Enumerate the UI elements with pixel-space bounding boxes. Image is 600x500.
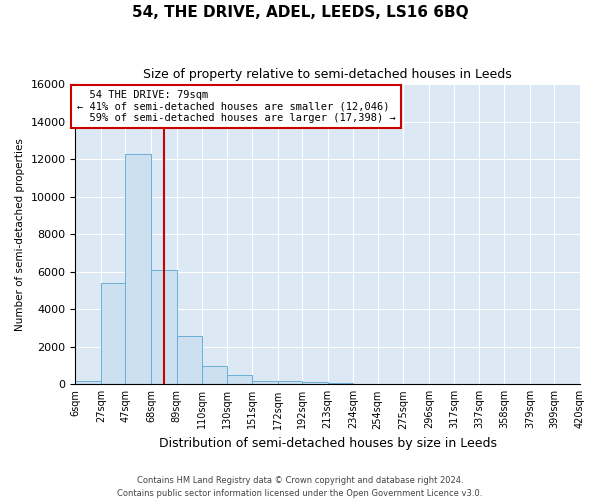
Bar (302, 382, 328, 384)
Bar (151, 270, 176, 384)
Y-axis label: Number of semi-detached properties: Number of semi-detached properties (15, 138, 25, 331)
Bar (278, 382, 302, 384)
Text: Contains HM Land Registry data © Crown copyright and database right 2024.
Contai: Contains HM Land Registry data © Crown c… (118, 476, 482, 498)
X-axis label: Distribution of semi-detached houses by size in Leeds: Distribution of semi-detached houses by … (159, 437, 497, 450)
Bar (252, 380, 278, 384)
Bar (176, 336, 202, 384)
Text: 54, THE DRIVE, ADEL, LEEDS, LS16 6BQ: 54, THE DRIVE, ADEL, LEEDS, LS16 6BQ (131, 5, 469, 20)
Text: 54 THE DRIVE: 79sqm
← 41% of semi-detached houses are smaller (12,046)
  59% of : 54 THE DRIVE: 79sqm ← 41% of semi-detach… (77, 90, 395, 124)
Bar (227, 375, 252, 384)
Bar (101, 283, 125, 384)
Title: Size of property relative to semi-detached houses in Leeds: Size of property relative to semi-detach… (143, 68, 512, 80)
Bar (76, 380, 101, 384)
Bar (125, 154, 151, 384)
Bar (202, 366, 227, 384)
Bar (328, 383, 353, 384)
